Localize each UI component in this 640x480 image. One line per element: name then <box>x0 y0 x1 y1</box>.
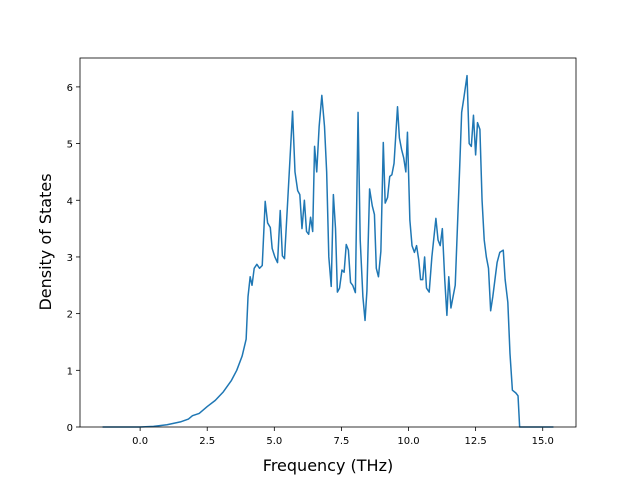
x-tick-label: 0.0 <box>132 436 148 447</box>
y-axis-label: Density of States <box>36 173 55 310</box>
x-tick-label: 5.0 <box>266 436 282 447</box>
line <box>102 74 554 428</box>
x-tick-label: 10.0 <box>397 436 419 447</box>
x-tick-label: 15.0 <box>532 436 554 447</box>
plot-frame <box>79 57 577 428</box>
y-tick-label: 5 <box>67 140 73 151</box>
x-tick-label: 12.5 <box>464 436 486 447</box>
y-tick-label: 6 <box>67 83 73 94</box>
x-tick-label: 2.5 <box>199 436 215 447</box>
x-tick-label: 7.5 <box>333 436 349 447</box>
y-tick-label: 4 <box>67 196 73 207</box>
y-tick-label: 3 <box>67 253 73 264</box>
y-tick-label: 1 <box>67 366 73 377</box>
y-tick-label: 0 <box>67 423 73 434</box>
x-axis-label: Frequency (THz) <box>263 456 393 475</box>
y-tick-label: 2 <box>67 310 73 321</box>
